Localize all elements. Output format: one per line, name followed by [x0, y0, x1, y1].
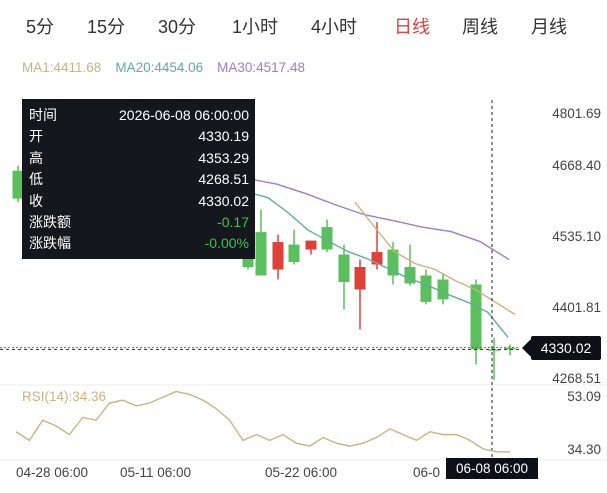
candle-body [404, 267, 416, 284]
tab-interval[interactable]: 日线 [394, 17, 430, 37]
ma1-line [354, 201, 516, 315]
tab-interval[interactable]: 15分 [87, 17, 126, 37]
candle-body [488, 349, 500, 351]
tooltip-row: 高 4353.29 [29, 148, 249, 169]
tooltip-label: 低 [29, 171, 43, 188]
candle-body [387, 249, 399, 276]
tooltip-value: 4353.29 [198, 149, 249, 166]
candle-body [420, 275, 432, 302]
tooltip-label: 时间 [29, 107, 57, 123]
ma20-line [247, 191, 509, 338]
time-axis-label: 04-28 06:00 [16, 465, 89, 480]
rsi-axis-label: 53.09 [567, 389, 601, 404]
rsi-label: RSI(14):34.36 [22, 389, 107, 404]
ma-legend-item: MA20:4454.06 [115, 60, 204, 75]
tooltip-row: 时间 2026-06-08 06:00:00 [29, 105, 249, 126]
tooltip-row: 低 4268.51 [29, 169, 249, 190]
candle-body [437, 279, 449, 300]
tab-interval[interactable]: 30分 [158, 17, 197, 37]
tooltip-label: 涨跌额 [29, 213, 71, 230]
candle-body [470, 284, 482, 350]
rsi-line [15, 390, 510, 453]
ohlc-tooltip: 时间 2026-06-08 06:00:00 开 4330.19 高 4353.29 低 42… [22, 99, 255, 259]
tooltip-value: 2026-06-08 06:00:00 [119, 107, 249, 123]
tooltip-label: 涨跌幅 [29, 235, 71, 252]
current-price-marker: 4330.02 [522, 336, 601, 360]
crosshair-date-marker: 06-08 06:00 [446, 458, 538, 479]
tooltip-label: 开 [29, 128, 43, 145]
candle-body [371, 252, 383, 265]
tooltip-row: 开 4330.19 [29, 126, 249, 147]
tooltip-row: 收 4330.02 [29, 191, 249, 212]
candle-body [354, 267, 366, 290]
price-axis-label: 4401.81 [552, 300, 601, 315]
tab-interval[interactable]: 5分 [26, 17, 55, 37]
price-axis-label: 4668.40 [552, 158, 601, 173]
ma30-line [247, 178, 510, 261]
candle-body [321, 227, 333, 250]
time-axis-label: 06-0 [413, 465, 441, 480]
tooltip-value: 4330.19 [198, 128, 249, 145]
tooltip-value: 4268.51 [198, 171, 249, 188]
time-axis-label: 05-11 06:00 [120, 465, 192, 480]
tooltip-row: 涨跌幅 -0.00% [29, 233, 249, 254]
price-axis-label: 4535.10 [552, 229, 601, 244]
candle-body [12, 170, 24, 199]
price-axis-label: 4268.51 [552, 371, 601, 386]
tooltip-label: 收 [29, 192, 43, 209]
tooltip-value: -0.17 [217, 213, 249, 230]
ma-legend-item: MA30:4517.48 [217, 60, 305, 75]
candle-body [338, 254, 350, 282]
tooltip-label: 高 [29, 149, 43, 166]
ma-legend-item: MA1:4411.68 [22, 60, 102, 75]
candle-body [305, 240, 317, 250]
tooltip-value: -0.00% [204, 235, 249, 252]
time-axis-label: 05-22 06:00 [265, 465, 338, 480]
ma-legend: MA1:4411.68 MA20:4454.06 MA30:4517.48 [22, 60, 319, 75]
tab-interval[interactable]: 4小时 [311, 17, 358, 37]
tab-interval[interactable]: 月线 [531, 17, 567, 37]
price-axis-label: 4801.69 [552, 106, 601, 121]
rsi-axis-label: 34.30 [567, 442, 601, 457]
candle-body [272, 242, 284, 270]
tooltip-row: 涨跌额 -0.17 [29, 212, 249, 233]
tooltip-value: 4330.02 [198, 192, 249, 209]
tab-interval[interactable]: 1小时 [232, 17, 279, 37]
candle-body [288, 244, 300, 263]
interval-tabs: 5分 15分 30分 1小时 4小时 日线 周线 月线 [0, 0, 607, 50]
candle-body [255, 232, 267, 276]
candle-body [504, 347, 516, 350]
tab-interval[interactable]: 周线 [462, 17, 498, 37]
